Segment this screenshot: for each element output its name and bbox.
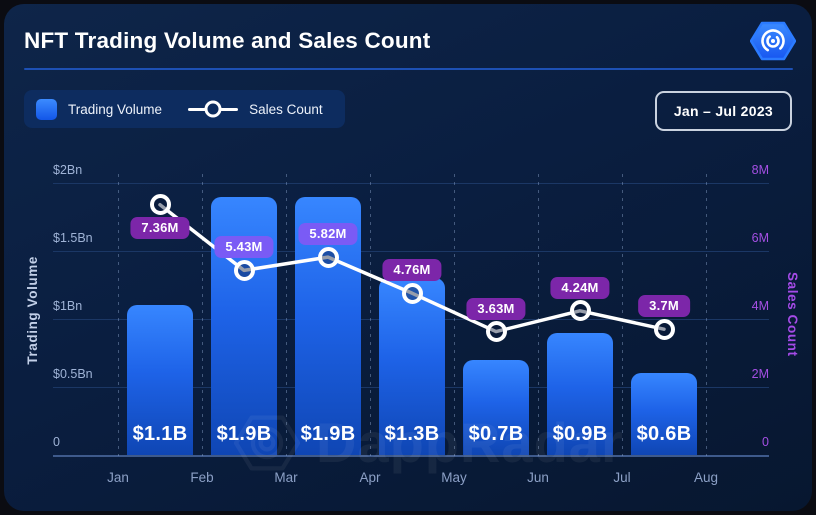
x-axis-month-label: Mar (274, 470, 298, 485)
legend-label: Sales Count (249, 101, 323, 117)
left-axis-tick-label: $2Bn (53, 163, 83, 177)
bar-jan: $1.1B (127, 305, 193, 455)
sales-count-point-marker (653, 318, 675, 340)
vertical-gridline (286, 174, 287, 456)
bar-jun: $0.9B (547, 332, 613, 455)
bar-series-swatch-icon (36, 98, 57, 120)
x-axis-month-label: Aug (693, 470, 719, 485)
page-title: NFT Trading Volume and Sales Count (24, 28, 431, 53)
x-axis-month-label: Feb (190, 470, 214, 485)
sales-count-data-badge: 5.82M (298, 223, 358, 246)
right-axis-tick-label: 0 (762, 435, 769, 449)
sales-count-point-marker (317, 246, 339, 268)
right-axis-tick-label: 8M (751, 163, 769, 177)
line-series-marker-icon (188, 100, 239, 118)
horizontal-gridline (53, 251, 769, 252)
sales-count-line (158, 203, 666, 334)
bar-value-label: $1.9B (216, 422, 272, 445)
legend-label: Trading Volume (68, 101, 163, 117)
sales-count-data-badge: 7.36M (130, 216, 190, 239)
sales-count-point-marker (149, 194, 171, 216)
chart-legend: Trading Volume Sales Count (24, 90, 345, 128)
vertical-gridline (370, 174, 371, 456)
bar-apr: $1.3B (379, 278, 445, 455)
legend-item-sales-count[interactable]: Sales Count (188, 100, 323, 118)
vertical-gridline (622, 174, 623, 456)
vertical-gridline (202, 174, 203, 456)
vertical-gridline (706, 174, 707, 456)
x-axis-month-label: Jul (613, 470, 631, 485)
vertical-gridline (538, 174, 539, 456)
x-axis-baseline (53, 455, 769, 457)
header-divider (24, 68, 793, 70)
x-axis-month-label: May (441, 470, 467, 485)
right-axis-tick-label: 2M (751, 367, 769, 381)
sales-count-point-marker (485, 321, 507, 343)
x-axis-month-label: Apr (359, 470, 381, 485)
bar-value-label: $0.7B (468, 422, 524, 445)
x-axis-month-label: Jan (107, 470, 129, 485)
sales-count-data-badge: 5.43M (214, 236, 274, 259)
right-axis-title: Sales Count (785, 272, 800, 357)
left-axis-tick-label: $1Bn (53, 299, 83, 313)
dappradar-logo-icon (750, 21, 796, 61)
right-axis-tick-label: 6M (751, 231, 769, 245)
bar-may: $0.7B (463, 359, 529, 455)
sales-count-data-badge: 3.63M (466, 297, 526, 320)
sales-count-point-marker (401, 282, 423, 304)
bar-value-label: $0.6B (636, 422, 692, 445)
chart-plot-area: DappRadar Trading Volume Sales Count $2B… (4, 144, 812, 511)
sales-count-point-marker (569, 300, 591, 322)
right-axis-tick-label: 4M (751, 299, 769, 313)
bar-value-label: $0.9B (552, 422, 608, 445)
date-range-badge[interactable]: Jan – Jul 2023 (654, 91, 792, 131)
bar-value-label: $1.3B (384, 422, 440, 445)
date-range-label: Jan – Jul 2023 (673, 103, 773, 119)
left-axis-tick-label: $1.5Bn (53, 231, 93, 245)
bar-value-label: $1.1B (132, 422, 188, 445)
sales-count-point-marker (233, 259, 255, 281)
bar-value-label: $1.9B (300, 422, 356, 445)
left-axis-tick-label: $0.5Bn (53, 367, 93, 381)
bar-jul: $0.6B (631, 373, 697, 455)
chart-card: NFT Trading Volume and Sales Count Tradi… (4, 4, 812, 511)
sales-count-data-badge: 3.7M (638, 295, 690, 318)
sales-count-data-badge: 4.76M (382, 259, 442, 282)
x-axis-month-label: Jun (527, 470, 549, 485)
left-axis-tick-label: 0 (53, 435, 60, 449)
vertical-gridline (454, 174, 455, 456)
sales-count-data-badge: 4.24M (550, 276, 610, 299)
vertical-gridline (118, 174, 119, 456)
horizontal-gridline (53, 183, 769, 184)
legend-item-trading-volume[interactable]: Trading Volume (36, 98, 163, 120)
